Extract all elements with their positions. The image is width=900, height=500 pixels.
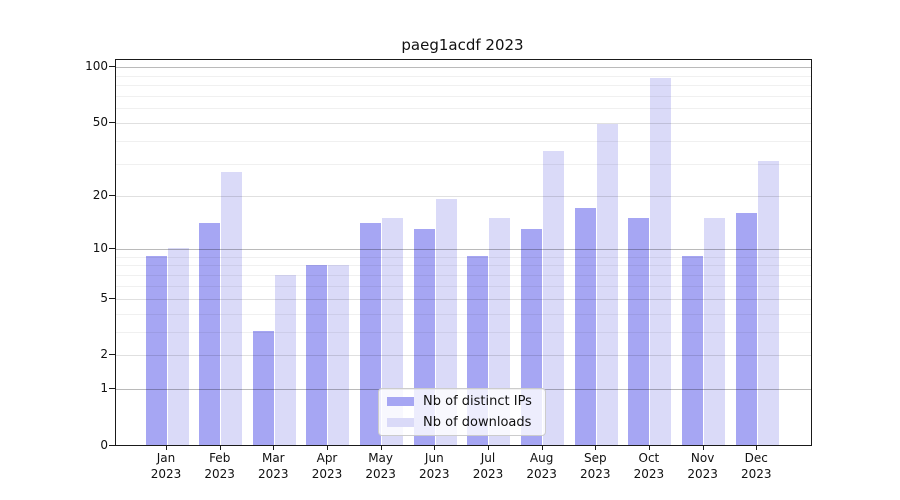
y-tick-mark [109,247,115,249]
y-tick-label: 0 [100,437,108,452]
x-tick-label: Apr 2023 [311,451,343,481]
bar-downloads [596,124,618,445]
y-tick-label: 100 [85,59,108,73]
x-tick-mark [219,445,221,450]
x-tick-mark [595,445,597,450]
bar-distinct-ips [360,222,382,445]
x-tick-mark [488,445,489,450]
x-tick-mark [756,445,758,450]
y-tick-mark [109,444,115,446]
legend-swatch-distinct-ips [387,397,414,406]
x-tick-mark [648,445,650,450]
bar-downloads [650,77,672,445]
gridline [116,95,811,97]
bar-distinct-ips [628,217,650,445]
legend: Nb of distinct IPs Nb of downloads [378,388,546,436]
chart-title: paeg1acdf 2023 [401,36,524,54]
y-tick-mark [109,297,115,299]
legend-item-downloads: Nb of downloads [387,414,537,431]
bar-distinct-ips [252,331,274,445]
gridline [116,108,811,110]
gridline [116,285,811,287]
gridline [116,67,811,68]
x-tick-label: Dec 2023 [741,451,772,481]
y-tick-label: 20 [92,187,108,202]
y-tick-mark [109,66,115,67]
x-tick-mark [434,445,436,450]
gridline [116,298,811,300]
bar-downloads [167,248,189,445]
x-tick-label: Jun 2023 [419,451,450,481]
plot-area [115,59,812,446]
x-tick-label: Mar 2023 [258,451,289,481]
gridline [116,140,811,142]
gridline [116,75,811,77]
bar-distinct-ips [735,212,757,445]
bar-downloads [543,151,565,445]
y-tick-label: 5 [100,290,108,305]
gridline [116,163,811,165]
legend-label-downloads: Nb of downloads [423,415,532,430]
x-tick-mark [541,445,543,450]
gridline [116,195,811,197]
y-tick-mark [109,194,115,196]
y-tick-mark [109,387,115,389]
bar-distinct-ips [145,256,167,445]
gridline [116,313,811,315]
bar-downloads [328,264,350,445]
bar-downloads [757,160,779,445]
gridline [116,123,811,124]
x-tick-label: Oct 2023 [633,451,665,481]
y-tick-label: 2 [100,347,108,362]
bar-downloads [221,171,243,445]
gridline [116,355,811,357]
x-tick-label: Feb 2023 [204,451,235,481]
x-tick-label: Jul 2023 [472,451,504,481]
gridline [116,85,811,87]
gridline [116,275,811,276]
x-tick-label: May 2023 [365,451,396,481]
legend-swatch-downloads [387,418,414,427]
x-tick-mark [702,445,704,450]
x-tick-mark [327,445,328,450]
bar-distinct-ips [306,264,328,445]
x-tick-label: Jan 2023 [150,451,182,481]
x-tick-mark [380,445,382,450]
y-tick-label: 1 [100,380,108,395]
y-tick-label: 50 [92,115,108,129]
x-tick-label: Aug 2023 [526,451,557,481]
bar-distinct-ips [199,222,221,445]
gridline [116,331,811,333]
x-tick-label: Sep 2023 [580,451,611,481]
y-tick-mark [109,354,115,356]
bar-distinct-ips [682,256,704,445]
legend-label-distinct-ips: Nb of distinct IPs [423,394,532,409]
gridline [116,265,811,267]
x-tick-mark [166,445,167,450]
bar-downloads [274,274,296,445]
y-tick-mark [109,122,115,123]
x-tick-mark [273,445,275,450]
gridline [116,248,811,250]
gridline [116,256,811,258]
legend-item-distinct-ips: Nb of distinct IPs [387,393,537,410]
y-tick-label: 10 [92,240,108,255]
bar-downloads [435,199,457,445]
bar-downloads [704,217,726,445]
bar-distinct-ips [574,208,596,445]
x-tick-label: Nov 2023 [687,451,718,481]
